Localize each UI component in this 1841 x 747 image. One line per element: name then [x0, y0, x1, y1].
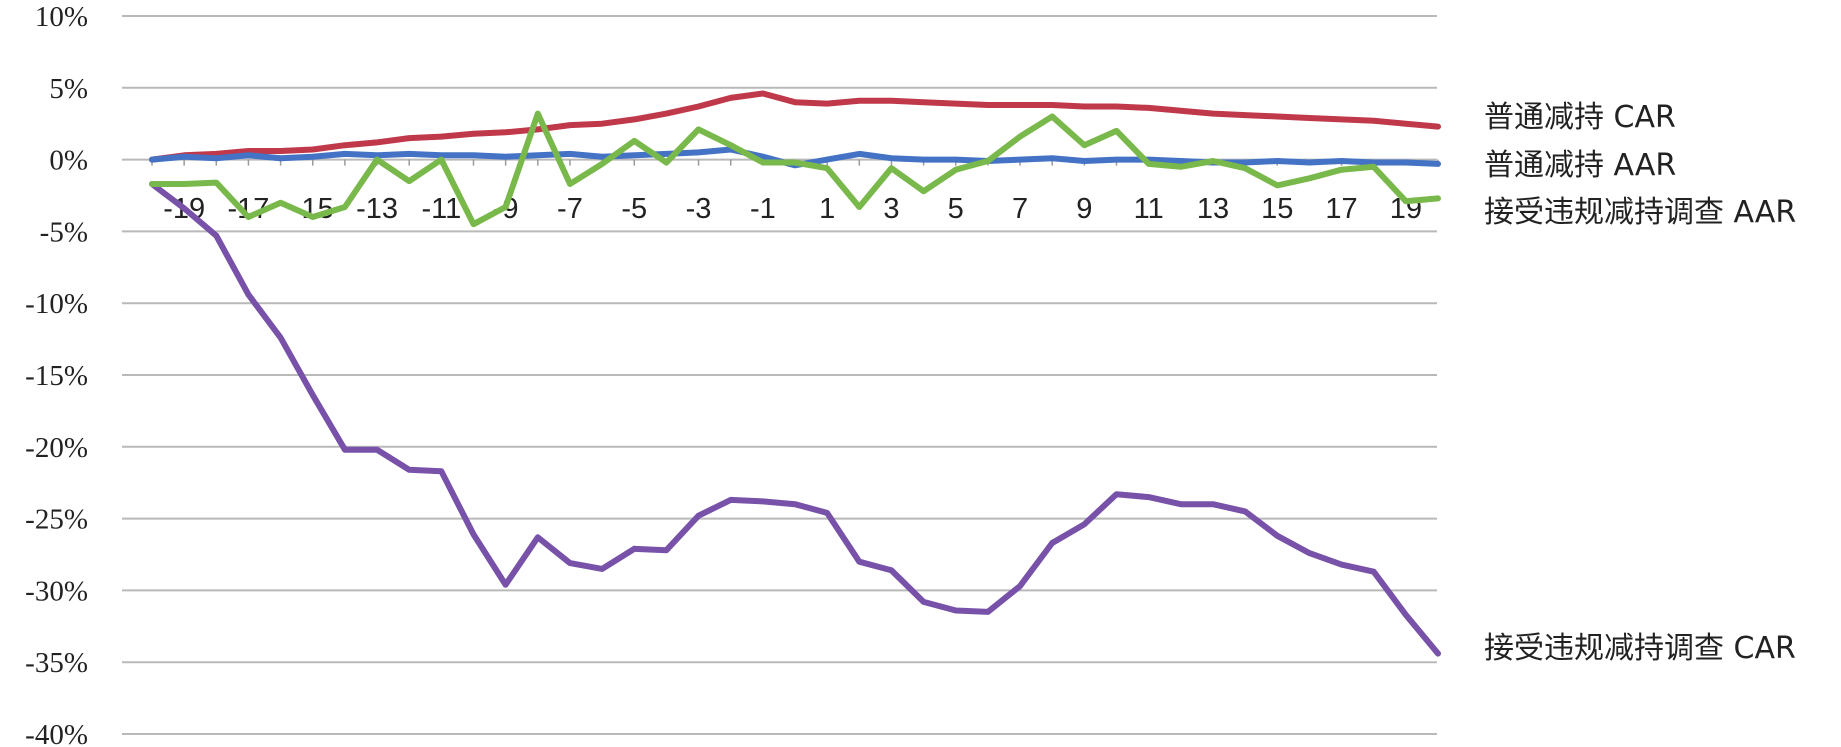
y-tick-label: -15%: [25, 360, 88, 392]
y-tick-label: 0%: [49, 145, 88, 177]
x-tick-label: 9: [1076, 193, 1092, 225]
series-label-normal-aar: 普通减持 AAR: [1484, 148, 1676, 183]
series-labels: 普通减持 CAR 普通减持 AAR 接受违规减持调查 AAR 接受违规减持调查 …: [1484, 100, 1796, 666]
y-tick-label: 10%: [35, 1, 88, 33]
x-axis-tick-labels: -19 -17 -15 -13 -11 -9 -7 -5 -3 -1 1 3 5 7 9 11 13 15 17 19: [163, 193, 1422, 225]
series-line-3: [149, 181, 1441, 657]
x-tick-label: 1: [819, 193, 835, 225]
x-tick-label: -1: [750, 193, 776, 225]
y-tick-label: -30%: [25, 575, 88, 607]
y-tick-label: -25%: [25, 504, 88, 536]
y-tick-label: -5%: [40, 216, 88, 248]
series-label-investigated-aar: 接受违规减持调查 AAR: [1484, 195, 1796, 230]
series-label-investigated-car: 接受违规减持调查 CAR: [1484, 631, 1796, 666]
series-line-2: [149, 110, 1441, 228]
x-tick-label: 11: [1134, 193, 1164, 225]
x-tick-label: -11: [421, 193, 461, 225]
x-tick-label: -3: [686, 193, 712, 225]
y-tick-label: -10%: [25, 288, 88, 320]
x-tick-label: 17: [1325, 193, 1357, 225]
series-label-normal-car: 普通减持 CAR: [1484, 100, 1676, 135]
y-axis-tick-labels: 10% 5% 0% -5% -10% -15% -20% -25% -30% -35% -40%: [25, 1, 88, 747]
y-tick-label: -35%: [25, 647, 88, 679]
x-tick-label: 5: [948, 193, 964, 225]
x-tick-label: 3: [883, 193, 899, 225]
y-tick-label: -20%: [25, 432, 88, 464]
x-tick-label: -13: [356, 193, 398, 225]
series-lines: [149, 90, 1441, 657]
x-tick-label: 15: [1261, 193, 1293, 225]
gridlines: [122, 15, 1439, 735]
y-tick-label: -40%: [25, 719, 88, 747]
y-tick-label: 5%: [49, 73, 88, 105]
x-tick-label: 13: [1197, 193, 1229, 225]
x-tick-label: -7: [557, 193, 583, 225]
series-line-0: [149, 90, 1441, 163]
x-tick-label: -5: [621, 193, 647, 225]
x-tick-label: 7: [1012, 193, 1028, 225]
